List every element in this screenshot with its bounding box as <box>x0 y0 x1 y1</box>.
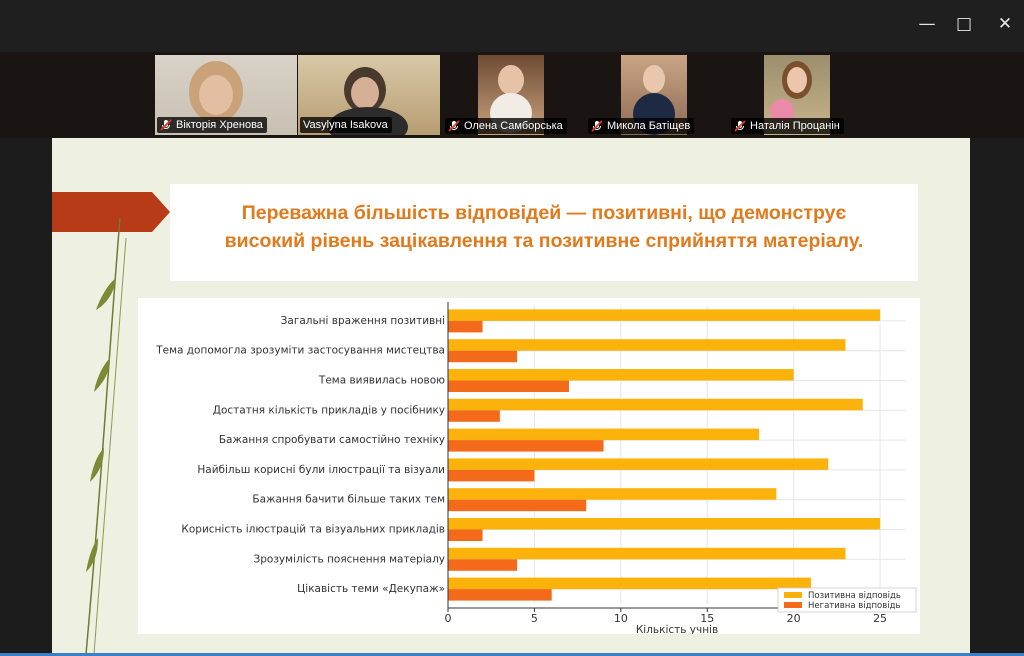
mic-muted-icon <box>448 120 460 132</box>
x-axis-label: Кількість учнів <box>636 624 718 634</box>
y-tick-label: Бажання бачити більше таких тем <box>252 494 445 506</box>
y-tick-label: Загальні враження позитивні <box>281 315 445 327</box>
bar-positive <box>448 428 760 441</box>
bar-positive <box>448 577 811 590</box>
bar-negative <box>448 350 518 363</box>
bar-negative <box>448 410 500 422</box>
maximize-button[interactable]: □ <box>955 14 973 34</box>
participant-name-label: Вікторія Хренова <box>157 117 267 133</box>
bar-positive <box>448 458 829 470</box>
y-tick-label: Достатня кількість прикладів у посібнику <box>213 404 445 416</box>
bar-positive <box>448 369 794 381</box>
x-tick-label: 25 <box>873 612 887 625</box>
y-tick-label: Корисність ілюстрацій та візуальних прик… <box>181 524 445 536</box>
bar-negative <box>448 380 569 392</box>
y-tick-label: Тема допомогла зрозуміти застосування ми… <box>155 345 445 357</box>
bar-positive <box>448 339 846 351</box>
mic-muted-icon <box>734 120 746 132</box>
bar-positive <box>448 547 846 560</box>
participant-name-label: Наталія Процанін <box>731 118 844 134</box>
y-tick-label: Тема виявилась новою <box>318 375 445 387</box>
chart-container: Загальні враження позитивні Тема допомогл… <box>138 298 920 634</box>
bar-negative <box>448 499 587 512</box>
x-tick-label: 10 <box>614 612 628 625</box>
bar-positive <box>448 309 881 321</box>
participant-name-label: Vasylyna Isakova <box>300 117 392 133</box>
slide-arrow-decoration <box>52 192 170 232</box>
y-tick-label: Зрозумілість пояснення матеріалу <box>254 553 445 565</box>
participant-name-label: Олена Самборська <box>445 118 567 134</box>
participant-name: Vasylyna Isakova <box>303 119 388 131</box>
bar-negative <box>448 469 535 482</box>
slide-title-line-2: високий рівень зацікавлення та позитивне… <box>224 230 864 252</box>
mic-muted-icon <box>591 120 603 132</box>
bar-negative <box>448 589 552 601</box>
close-button[interactable]: ✕ <box>997 14 1013 34</box>
mic-muted-icon <box>160 119 172 131</box>
bar-chart: Загальні враження позитивні Тема допомогл… <box>155 302 917 634</box>
bar-negative <box>448 529 483 541</box>
slide-vine-decoration <box>85 218 127 654</box>
taskbar-edge <box>0 653 1024 656</box>
participant-tile-viktoriia[interactable]: Вікторія Хренова <box>155 55 297 135</box>
minimize-button[interactable]: — <box>918 14 936 34</box>
participant-name: Олена Самборська <box>464 120 563 132</box>
bar-negative <box>448 440 604 452</box>
shared-slide: Переважна більшість відповідей — позитив… <box>52 138 970 654</box>
window-titlebar: — □ ✕ <box>0 0 1024 52</box>
bar-negative <box>448 559 518 571</box>
slide-title-line-1: Переважна більшість відповідей — позитив… <box>241 202 847 224</box>
x-tick-label: 20 <box>787 612 801 625</box>
bar-positive <box>448 518 881 530</box>
bar-positive <box>448 398 863 411</box>
y-tick-label: Найбільш корисні були ілюстрації та візу… <box>197 464 445 476</box>
legend-label: Позитивна відповідь <box>808 591 901 601</box>
legend-swatch <box>784 592 802 598</box>
participant-tile-vasylyna[interactable]: Vasylyna Isakova <box>298 55 440 135</box>
x-tick-label: 0 <box>445 612 452 625</box>
legend-swatch <box>784 602 802 608</box>
participant-name-label: Микола Батіщев <box>588 118 695 134</box>
x-tick-label: 5 <box>531 612 538 625</box>
participant-name: Микола Батіщев <box>607 120 691 132</box>
bar-negative <box>448 320 483 333</box>
participant-name: Наталія Процанін <box>750 120 840 132</box>
slide-title-box: Переважна більшість відповідей — позитив… <box>170 184 918 281</box>
x-tick-label: 15 <box>700 612 714 625</box>
participant-name: Вікторія Хренова <box>176 119 263 131</box>
legend-label: Негативна відповідь <box>808 601 901 611</box>
y-tick-label: Цікавість теми «Декупаж» <box>297 583 445 595</box>
y-tick-label: Бажання спробувати самостійно техніку <box>219 434 445 446</box>
bar-positive <box>448 488 777 500</box>
